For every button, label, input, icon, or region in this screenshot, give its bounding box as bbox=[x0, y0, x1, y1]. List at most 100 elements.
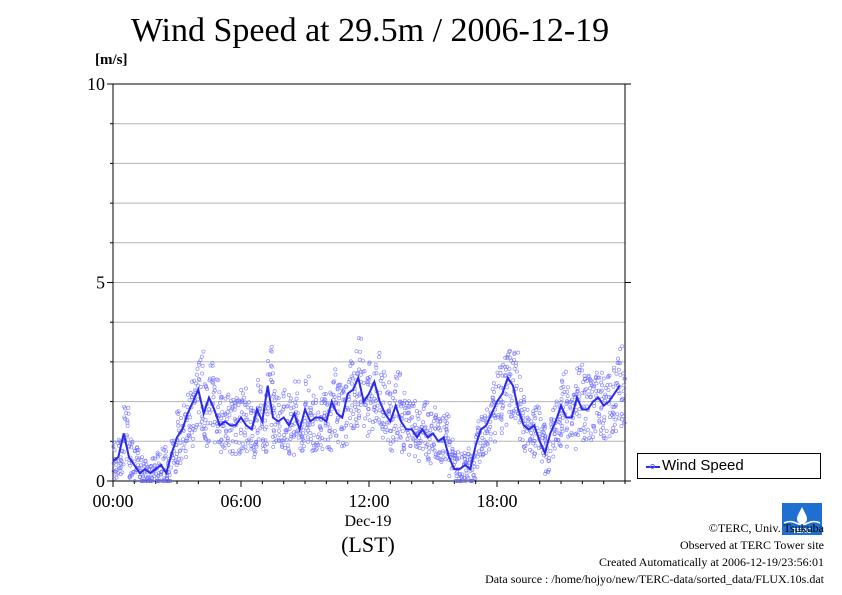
wind-speed-sample-point bbox=[522, 399, 526, 404]
wind-speed-sample-point bbox=[202, 434, 207, 439]
wind-speed-sample-point bbox=[328, 434, 333, 439]
wind-speed-sample-point bbox=[156, 461, 161, 466]
wind-speed-sample-point bbox=[538, 417, 543, 422]
wind-speed-sample-point bbox=[271, 434, 275, 439]
wind-speed-sample-point bbox=[335, 415, 340, 420]
wind-speed-sample-point bbox=[319, 436, 324, 440]
wind-speed-sample-point bbox=[199, 354, 204, 359]
wind-speed-sample-point bbox=[463, 460, 468, 465]
wind-speed-sample-point bbox=[476, 419, 481, 424]
wind-speed-sample-point bbox=[121, 450, 126, 455]
wind-speed-sample-point bbox=[255, 418, 260, 423]
wind-speed-sample-point bbox=[124, 411, 129, 416]
wind-speed-sample-point bbox=[197, 362, 201, 367]
wind-speed-sample-point bbox=[517, 420, 522, 425]
wind-speed-sample-point bbox=[331, 380, 336, 385]
wind-speed-sample-point bbox=[236, 403, 241, 408]
wind-speed-sample-point bbox=[260, 437, 265, 442]
wind-speed-sample-point bbox=[291, 434, 296, 439]
wind-speed-sample-point bbox=[292, 421, 297, 426]
wind-speed-sample-point bbox=[223, 412, 228, 417]
wind-speed-sample-point bbox=[217, 390, 222, 395]
wind-speed-sample-point bbox=[392, 398, 397, 403]
wind-speed-sample-point bbox=[354, 421, 359, 426]
wind-speed-sample-point bbox=[135, 455, 139, 460]
wind-speed-sample-point bbox=[507, 409, 512, 414]
wind-speed-sample-point bbox=[315, 434, 320, 439]
wind-speed-sample-point bbox=[559, 385, 564, 390]
wind-speed-sample-point bbox=[619, 424, 624, 428]
wind-speed-sample-point bbox=[539, 427, 544, 432]
wind-speed-sample-point bbox=[373, 418, 378, 423]
wind-speed-sample-point bbox=[483, 431, 488, 436]
wind-speed-sample-point bbox=[224, 429, 228, 434]
wind-speed-sample-point bbox=[392, 389, 397, 394]
wind-speed-sample-point bbox=[187, 398, 192, 403]
wind-speed-sample-point bbox=[462, 450, 467, 455]
wind-speed-sample-point bbox=[601, 425, 605, 430]
wind-speed-sample-point bbox=[410, 435, 415, 440]
wind-speed-sample-point bbox=[186, 433, 191, 438]
wind-speed-sample-point bbox=[488, 424, 493, 429]
wind-speed-sample-point bbox=[453, 479, 458, 483]
wind-speed-sample-point bbox=[233, 432, 238, 437]
wind-speed-sample-point bbox=[485, 430, 490, 435]
wind-speed-sample-point bbox=[391, 435, 396, 440]
wind-speed-sample-point bbox=[421, 420, 426, 425]
wind-speed-sample-point bbox=[255, 428, 260, 433]
wind-speed-sample-point bbox=[334, 433, 339, 438]
wind-speed-sample-point bbox=[302, 419, 307, 424]
wind-speed-sample-point bbox=[389, 429, 394, 434]
wind-speed-sample-point bbox=[356, 336, 361, 341]
wind-speed-sample-point bbox=[111, 476, 116, 481]
y-tick-label: 5 bbox=[96, 273, 105, 293]
wind-speed-sample-point bbox=[589, 394, 594, 399]
wind-speed-sample-point bbox=[277, 424, 282, 429]
wind-speed-sample-point bbox=[481, 452, 486, 457]
wind-speed-sample-point bbox=[388, 404, 393, 409]
wind-speed-sample-point bbox=[423, 402, 427, 407]
wind-speed-sample-point bbox=[492, 389, 497, 394]
wind-speed-sample-point bbox=[471, 473, 476, 478]
wind-speed-sample-point bbox=[271, 392, 276, 397]
source-text: Data source : /home/hojyo/new/TERC-data/… bbox=[485, 572, 824, 586]
wind-speed-sample-point bbox=[468, 454, 473, 459]
wind-speed-sample-point bbox=[529, 419, 534, 424]
wind-speed-sample-point bbox=[445, 421, 449, 425]
wind-speed-sample-point bbox=[402, 390, 407, 395]
wind-speed-sample-point bbox=[374, 371, 379, 376]
wind-speed-sample-point bbox=[120, 470, 125, 475]
wind-speed-sample-point bbox=[393, 389, 398, 394]
wind-speed-sample-point bbox=[122, 404, 127, 409]
wind-speed-sample-point bbox=[225, 416, 230, 421]
wind-speed-sample-point bbox=[573, 384, 578, 389]
wind-speed-sample-point bbox=[593, 429, 598, 434]
wind-speed-sample-point bbox=[230, 404, 235, 409]
wind-speed-sample-point bbox=[619, 397, 624, 402]
wind-speed-sample-point bbox=[266, 406, 271, 411]
wind-speed-sample-point bbox=[219, 396, 224, 401]
wind-speed-sample-point bbox=[245, 438, 250, 443]
wind-speed-sample-point bbox=[254, 439, 259, 444]
wind-speed-sample-point bbox=[420, 446, 425, 451]
wind-speed-sample-point bbox=[200, 414, 205, 419]
wind-speed-sample-point bbox=[192, 388, 197, 393]
wind-speed-sample-point bbox=[286, 393, 291, 397]
wind-speed-sample-point bbox=[244, 402, 249, 407]
wind-speed-sample-point bbox=[466, 446, 471, 451]
wind-speed-sample-point bbox=[401, 443, 406, 448]
wind-speed-sample-point bbox=[274, 395, 279, 400]
wind-speed-sample-point bbox=[393, 383, 398, 388]
wind-speed-sample-point bbox=[607, 373, 612, 378]
wind-speed-sample-point bbox=[298, 430, 303, 435]
wind-speed-sample-point bbox=[602, 394, 607, 399]
wind-speed-sample-point bbox=[604, 385, 609, 390]
wind-speed-sample-point bbox=[245, 417, 250, 422]
wind-speed-sample-point bbox=[147, 479, 152, 483]
wind-speed-sample-point bbox=[252, 455, 257, 460]
wind-speed-sample-point bbox=[393, 423, 398, 428]
wind-speed-sample-point bbox=[468, 479, 473, 483]
wind-speed-sample-point bbox=[373, 362, 378, 367]
wind-speed-sample-point bbox=[621, 389, 626, 394]
